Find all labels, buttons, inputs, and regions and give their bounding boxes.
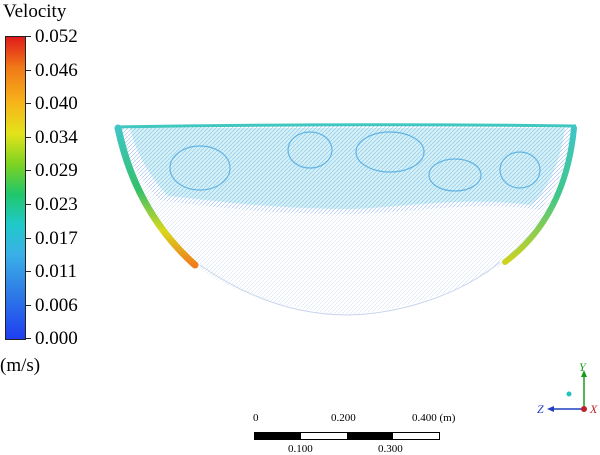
vortex bbox=[287, 131, 333, 169]
left-wall-jet bbox=[114, 124, 199, 269]
scale-label-top: 0.400 (m) bbox=[412, 412, 456, 424]
right-wall-jet bbox=[502, 125, 577, 265]
colorbar-tick bbox=[25, 305, 31, 306]
vortex bbox=[355, 131, 425, 173]
bowl-bottom bbox=[199, 261, 501, 316]
scale-label-bottom: 0.300 bbox=[378, 443, 403, 455]
color-bar bbox=[5, 36, 26, 340]
colorbar-tick bbox=[25, 271, 31, 272]
triad-y-label: Y bbox=[579, 360, 586, 374]
colorbar-label: 0.034 bbox=[35, 127, 78, 148]
colorbar-tick bbox=[25, 204, 31, 205]
colorbar-tick bbox=[25, 103, 31, 104]
scale-segment bbox=[347, 433, 393, 439]
colorbar-tick bbox=[25, 338, 31, 339]
colorbar-tick bbox=[25, 238, 31, 239]
free-surface bbox=[115, 123, 577, 129]
scale-label-top: 0.200 bbox=[331, 412, 356, 424]
triad-z-label: Z bbox=[537, 402, 544, 416]
colorbar-tick bbox=[25, 137, 31, 138]
scale-bar bbox=[254, 432, 440, 440]
vortex bbox=[169, 145, 231, 191]
scale-label-top: 0 bbox=[253, 412, 259, 424]
legend-title: Velocity bbox=[3, 1, 67, 22]
colorbar-tick bbox=[25, 70, 31, 71]
colorbar-label: 0.046 bbox=[35, 60, 78, 81]
colorbar-label: 0.023 bbox=[35, 194, 78, 215]
scale-segment bbox=[255, 433, 301, 439]
colorbar-label: 0.000 bbox=[35, 328, 78, 349]
vortex bbox=[499, 151, 541, 189]
colorbar-label: 0.017 bbox=[35, 228, 78, 249]
colorbar-tick bbox=[25, 36, 31, 37]
colorbar-tick bbox=[25, 170, 31, 171]
vortex bbox=[428, 158, 482, 192]
colorbar-label: 0.040 bbox=[35, 93, 78, 114]
colorbar-label: 0.011 bbox=[35, 261, 78, 282]
axis-triad bbox=[547, 370, 587, 412]
legend-units: (m/s) bbox=[0, 355, 41, 376]
colorbar-label: 0.029 bbox=[35, 160, 78, 181]
colorbar-label: 0.006 bbox=[35, 295, 78, 316]
upper-flow-region bbox=[118, 126, 575, 214]
colorbar-label: 0.052 bbox=[35, 26, 78, 47]
scale-label-bottom: 0.100 bbox=[288, 443, 313, 455]
upper-flow-tint bbox=[130, 128, 565, 209]
triad-x-label: X bbox=[590, 402, 598, 416]
